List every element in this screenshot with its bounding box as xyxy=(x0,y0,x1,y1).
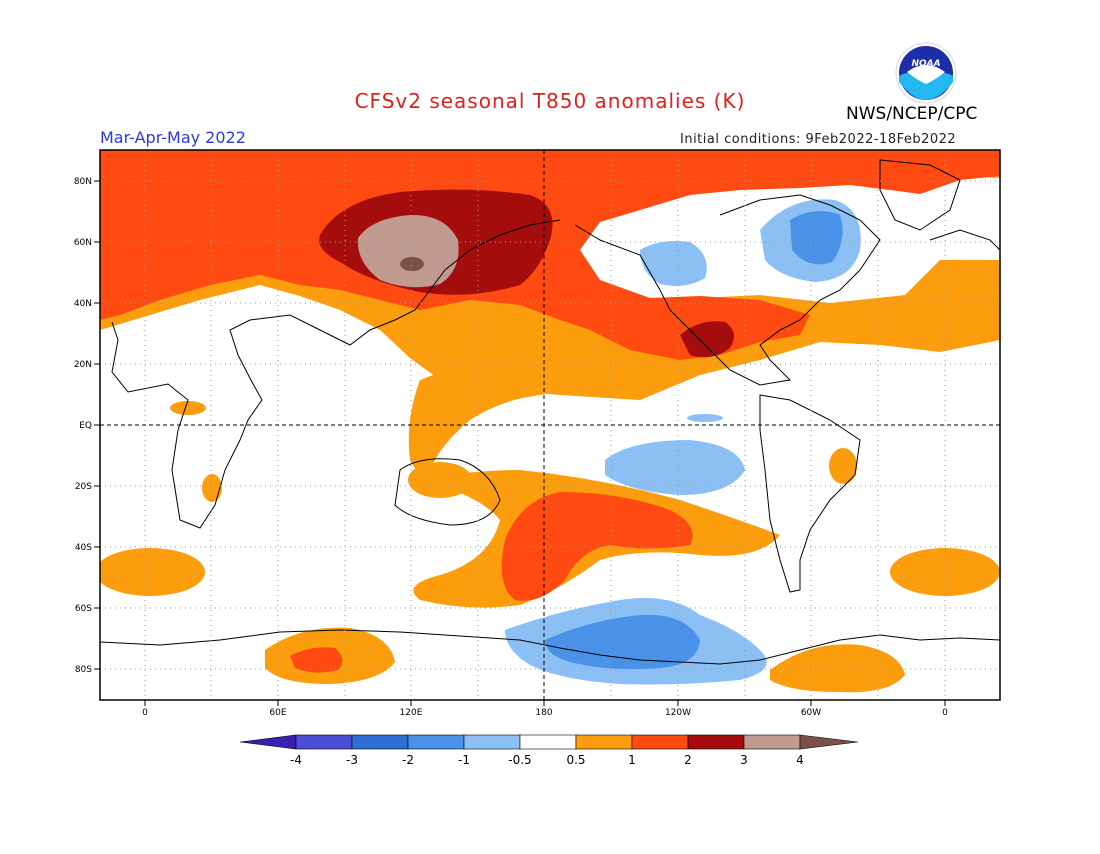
colorbar-label: -3 xyxy=(346,753,358,767)
lon-label: 180 xyxy=(535,708,552,718)
anomaly-region-east-pacific-cool xyxy=(605,440,745,495)
colorbar-segment xyxy=(575,734,633,750)
colorbar-label: 0.5 xyxy=(566,753,585,767)
lat-label: 20N xyxy=(74,360,92,370)
lon-label: 0 xyxy=(942,708,948,718)
anomaly-region-south-atlantic-warm-west xyxy=(100,548,205,596)
colorbar-segment xyxy=(687,734,745,750)
noaa-logo: NOAA xyxy=(895,42,957,104)
coastline-greenland xyxy=(879,159,961,231)
anomaly-region-brazil-warm xyxy=(829,448,857,484)
map-title: CFSv2 seasonal T850 anomalies (K) xyxy=(354,89,746,113)
colorbar-segment xyxy=(743,734,801,750)
season-label: Mar-Apr-May 2022 xyxy=(100,128,246,147)
anomaly-region-alaska-cool xyxy=(640,241,707,286)
anomaly-region-australia-warm xyxy=(408,462,472,498)
coastline-south-america xyxy=(759,394,861,593)
colorbar-label: -1 xyxy=(458,753,470,767)
colorbar-segment xyxy=(295,734,353,750)
colorbar-label: -0.5 xyxy=(508,753,531,767)
colorbar-max-arrow xyxy=(799,734,859,750)
colorbar-label: 3 xyxy=(740,753,748,767)
lat-label: 60N xyxy=(74,238,92,248)
anomaly-region-southern-ocean-cool-strong xyxy=(545,614,700,670)
initial-conditions-label: Initial conditions: 9Feb2022-18Feb2022 xyxy=(680,132,957,147)
anomaly-region-south-pacific-strong xyxy=(501,492,693,601)
coastline-north-america xyxy=(574,194,881,386)
colorbar-label: -2 xyxy=(402,753,414,767)
coastline-antarctica xyxy=(100,629,1000,665)
colorbar-segment xyxy=(351,734,409,750)
lat-label: 60S xyxy=(75,604,92,614)
colorbar-label: 1 xyxy=(628,753,636,767)
lon-label: 120W xyxy=(665,708,691,718)
anomaly-region-antarctic-warm-west xyxy=(770,644,905,693)
lat-label: 40S xyxy=(75,543,92,553)
anomaly-region-antarctic-strong xyxy=(290,647,343,673)
colorbar-labels: -4 -3 -2 -1 -0.5 0.5 1 2 3 4 xyxy=(290,753,804,767)
anomaly-region-south-atlantic-warm-east xyxy=(890,548,1000,596)
anomaly-region-madagascar-warm xyxy=(202,474,222,502)
anomaly-region-pacific-tongue xyxy=(408,346,640,474)
lon-labels: 0 60E 120E 180 120W 60W 0 xyxy=(142,708,948,718)
anomaly-region-equatorial-cool xyxy=(687,414,723,422)
lon-label: 60E xyxy=(269,708,286,718)
anomaly-region-africa-warm xyxy=(170,401,206,415)
colorbar-segment xyxy=(407,734,465,750)
colorbar-segment xyxy=(631,734,689,750)
anomaly-region-siberia-4 xyxy=(357,214,459,288)
colorbar-segment xyxy=(519,734,577,750)
lat-label: 20S xyxy=(75,482,92,492)
lat-label: EQ xyxy=(79,421,92,431)
lon-label: 0 xyxy=(142,708,148,718)
anomaly-region-canada-cool-strong xyxy=(790,211,843,265)
colorbar xyxy=(239,734,859,750)
coastline-australia xyxy=(394,458,501,526)
lat-label: 80N xyxy=(74,177,92,187)
logo-text: NOAA xyxy=(911,59,940,69)
anomaly-region-us-southwest-3 xyxy=(680,321,734,358)
organization-label: NWS/NCEP/CPC xyxy=(846,104,978,124)
anomaly-region-north-strong xyxy=(100,150,1000,360)
lat-label: 80S xyxy=(75,665,92,675)
colorbar-segment xyxy=(463,734,521,750)
colorbar-label: 2 xyxy=(684,753,692,767)
anomaly-region-siberia-peak xyxy=(400,257,424,271)
lon-label: 60W xyxy=(801,708,821,718)
lon-label: 120E xyxy=(400,708,423,718)
lat-labels: 80N 60N 40N 20N EQ 20S 40S 60S 80S xyxy=(74,177,92,675)
colorbar-min-arrow xyxy=(239,734,297,750)
colorbar-label: -4 xyxy=(290,753,302,767)
coastline-africa-eurasia xyxy=(111,219,561,529)
lat-label: 40N xyxy=(74,299,92,309)
coastlines xyxy=(100,159,1000,665)
colorbar-label: 4 xyxy=(796,753,804,767)
axis-ticks xyxy=(94,180,946,706)
